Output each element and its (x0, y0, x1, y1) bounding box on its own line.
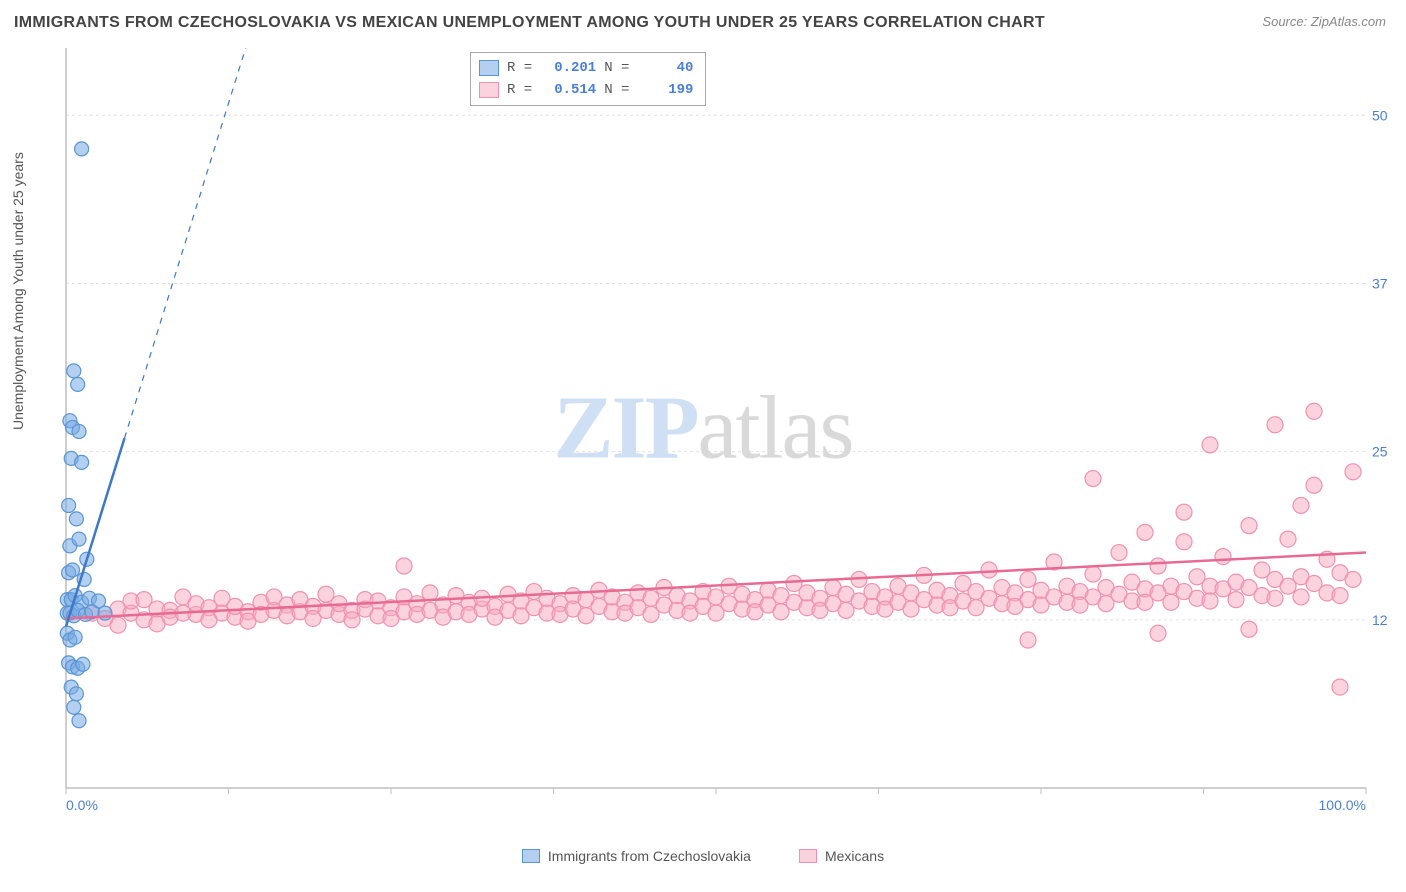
legend-n-label: N = (604, 60, 629, 76)
svg-text:25.0%: 25.0% (1372, 444, 1388, 460)
legend-swatch-blue (479, 60, 499, 76)
legend-r-value-pink: 0.514 (540, 82, 596, 98)
legend-row-blue: R = 0.201 N = 40 (479, 57, 693, 79)
series-swatch-pink (799, 849, 817, 863)
source-label: Source: (1262, 14, 1307, 29)
source-attribution: Source: ZipAtlas.com (1262, 14, 1386, 29)
chart-title: IMMIGRANTS FROM CZECHOSLOVAKIA VS MEXICA… (14, 14, 1045, 32)
svg-text:100.0%: 100.0% (1319, 797, 1366, 813)
series-label-blue: Immigrants from Czechoslovakia (548, 848, 751, 864)
scatter-plot: 12.5% 25.0% 37.5% 50.0% 0.0% 100.0% (48, 48, 1388, 818)
legend-r-value-blue: 0.201 (540, 60, 596, 76)
correlation-legend: R = 0.201 N = 40 R = 0.514 N = 199 (470, 52, 706, 106)
legend-n-value-pink: 199 (637, 82, 693, 98)
series-label-pink: Mexicans (825, 848, 884, 864)
legend-r-label: R = (507, 60, 532, 76)
series-swatch-blue (522, 849, 540, 863)
legend-swatch-pink (479, 82, 499, 98)
svg-text:37.5%: 37.5% (1372, 275, 1388, 291)
series-legend-item-pink: Mexicans (799, 848, 884, 864)
chart-container: IMMIGRANTS FROM CZECHOSLOVAKIA VS MEXICA… (0, 0, 1406, 892)
svg-text:50.0%: 50.0% (1372, 107, 1388, 123)
legend-row-pink: R = 0.514 N = 199 (479, 79, 693, 101)
series-legend: Immigrants from Czechoslovakia Mexicans (0, 848, 1406, 864)
svg-text:0.0%: 0.0% (66, 797, 98, 813)
legend-r-label2: R = (507, 82, 532, 98)
y-axis-label: Unemployment Among Youth under 25 years (10, 152, 26, 430)
legend-n-value-blue: 40 (637, 60, 693, 76)
legend-n-label2: N = (604, 82, 629, 98)
series-legend-item-blue: Immigrants from Czechoslovakia (522, 848, 751, 864)
source-name: ZipAtlas.com (1311, 14, 1386, 29)
svg-text:12.5%: 12.5% (1372, 612, 1388, 628)
